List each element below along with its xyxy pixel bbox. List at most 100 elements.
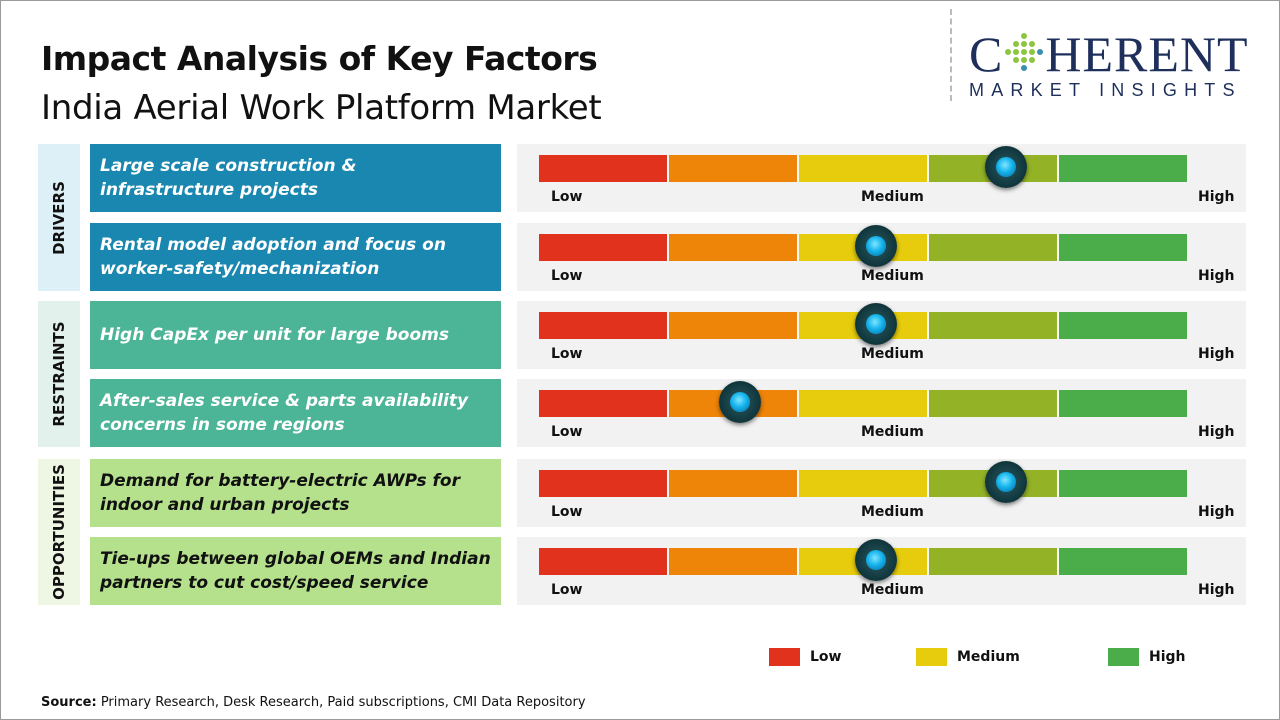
impact-indicator-knob [854,539,897,581]
impact-indicator-knob [984,461,1027,503]
factor-text: After-sales service & parts availability… [100,391,469,435]
logo-letter: C [969,26,1004,82]
gauge-bar [539,390,1187,417]
scale-label-high: High [1198,189,1235,205]
gauge-segment [669,155,799,182]
gauge-bar [539,312,1187,339]
logo-text: HERENT [1045,26,1249,82]
scale-label-medium: Medium [861,582,924,598]
scale-label-high: High [1198,504,1235,520]
impact-gauge: Low Medium High [517,223,1246,291]
globe-dot [1029,41,1036,47]
impact-gauge: Low Medium High [517,301,1246,369]
legend-label: Low [810,649,842,665]
gauge-segment [669,234,799,261]
legend-item: Low [769,648,841,666]
legend-swatch [1108,648,1139,666]
category-text: DRIVERS [50,180,68,255]
gauge-segment [1059,470,1187,497]
gauge-bar [539,155,1187,182]
gauge-segment [799,390,929,417]
gauge-segment [539,390,669,417]
logo-divider [950,9,952,101]
category-label-opportunities: OPPORTUNITIES [38,459,80,605]
page-subtitle: India Aerial Work Platform Market [41,88,602,128]
legend-swatch [916,648,947,666]
factor-box: Rental model adoption and focus on worke… [90,223,501,291]
impact-indicator-knob [854,303,897,345]
gauge-segment [799,155,929,182]
legend-label: Medium [957,649,1020,665]
gauge-segment [929,548,1059,575]
scale-label-low: Low [551,268,583,284]
factor-box: After-sales service & parts availability… [90,379,501,447]
category-text: OPPORTUNITIES [50,464,68,600]
scale-label-low: Low [551,582,583,598]
impact-indicator-knob [984,146,1027,188]
scale-label-medium: Medium [861,268,924,284]
scale-label-high: High [1198,346,1235,362]
scale-label-medium: Medium [861,504,924,520]
globe-dot [1013,41,1020,47]
impact-gauge: Low Medium High [517,537,1246,605]
logo-subtext: MARKET INSIGHTS [969,80,1242,100]
gauge-segment [539,234,669,261]
globe-dot [1037,49,1044,55]
gauge-segment [1059,390,1187,417]
gauge-segment [799,470,929,497]
globe-dot [1021,65,1028,71]
factor-text: Large scale construction & infrastructur… [100,156,357,200]
legend-item: High [1108,648,1186,666]
gauge-segment [1059,234,1187,261]
gauge-segment [669,548,799,575]
factor-box: Demand for battery-electric AWPs for ind… [90,459,501,527]
scale-label-low: Low [551,189,583,205]
impact-gauge: Low Medium High [517,459,1246,527]
source-label: Source: [41,695,97,710]
page-title: Impact Analysis of Key Factors [41,39,598,78]
gauge-segment [539,548,669,575]
gauge-segment [929,234,1059,261]
gauge-segment [929,390,1059,417]
impact-indicator-knob [854,225,897,267]
gauge-segment [669,312,799,339]
company-logo: C HERENT MARKET INSIGHTS [969,29,1261,101]
gauge-segment [669,470,799,497]
impact-gauge: Low Medium High [517,379,1246,447]
factor-text: Demand for battery-electric AWPs for ind… [100,471,460,515]
factor-box: High CapEx per unit for large booms [90,301,501,369]
globe-dot [1021,49,1028,55]
gauge-segment [539,312,669,339]
globe-dot [1021,57,1028,63]
legend-label: High [1149,649,1186,665]
legend-item: Medium [916,648,1020,666]
category-label-restraints: RESTRAINTS [38,301,80,447]
factor-text: Tie-ups between global OEMs and Indian p… [100,549,491,593]
factor-text: High CapEx per unit for large booms [100,325,449,345]
scale-label-medium: Medium [861,424,924,440]
globe-dot [1021,33,1028,39]
source-text: Primary Research, Desk Research, Paid su… [96,695,586,710]
legend-swatch [769,648,800,666]
scale-label-high: High [1198,424,1235,440]
gauge-segment [1059,548,1187,575]
scale-label-medium: Medium [861,189,924,205]
globe-dot [1029,49,1036,55]
scale-label-low: Low [551,346,583,362]
globe-dot [1029,57,1036,63]
globe-dot [1021,41,1028,47]
scale-label-low: Low [551,504,583,520]
factor-box: Large scale construction & infrastructur… [90,144,501,212]
impact-indicator-knob [718,381,761,423]
gauge-bar [539,470,1187,497]
gauge-segment [1059,312,1187,339]
scale-label-low: Low [551,424,583,440]
globe-dot [1013,49,1020,55]
gauge-segment [929,312,1059,339]
gauge-segment [1059,155,1187,182]
gauge-segment [539,470,669,497]
impact-gauge: Low Medium High [517,144,1246,212]
category-label-drivers: DRIVERS [38,144,80,291]
globe-dot [1005,49,1012,55]
